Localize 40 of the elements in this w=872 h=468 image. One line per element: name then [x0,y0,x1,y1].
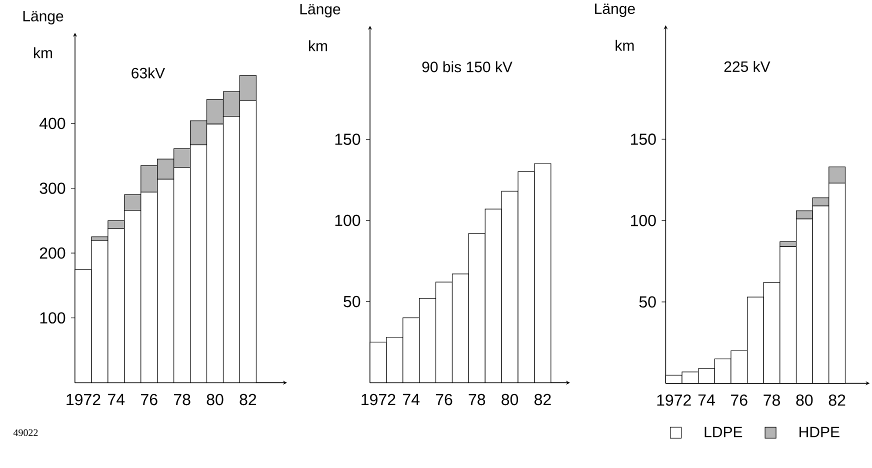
x-tick-label: 80 [502,394,518,406]
x-tick-label: 74 [403,394,420,405]
x-tick-label: 82 [240,394,256,406]
legend-label: LDPE [704,426,742,438]
x-tick-label: 80 [796,394,813,406]
x-tick-label: 1972 [362,394,396,406]
y-tick-label: 150 [631,134,656,145]
text: 49022 [13,429,38,436]
y-axis-title: Länge [300,4,340,18]
x-tick-label: 76 [731,394,748,406]
x-tick-label: 82 [828,394,846,406]
y-axis-title: Länge [595,4,635,18]
y-tick-label: 400 [39,118,66,130]
text: km [309,40,328,52]
y-axis-title: Länge [23,10,64,24]
text: km [34,47,52,58]
text: 63kV [132,67,165,78]
x-tick-label: 1972 [66,394,100,406]
y-tick-label: 300 [40,182,66,194]
y-tick-label: 50 [639,296,656,308]
x-tick-label: 74 [698,394,715,406]
x-tick-label: 78 [764,394,780,406]
x-tick-label: 78 [468,394,486,406]
x-tick-label: 74 [108,394,125,405]
text: 90 bis 150 kV [422,61,512,72]
x-tick-label: 76 [141,394,158,406]
y-tick-label: 100 [631,214,656,226]
y-tick-label: 100 [335,214,360,226]
x-tick-label: 82 [534,394,551,406]
text: 225 kV [724,60,770,72]
y-tick-label: 200 [40,247,66,259]
text: km [616,40,634,51]
x-tick-label: 1972 [657,394,691,406]
x-tick-label: 78 [174,394,190,406]
y-tick-label: 100 [40,312,66,324]
x-tick-label: 76 [436,394,452,406]
y-tick-label: 150 [335,134,360,145]
x-tick-label: 80 [206,394,224,406]
legend-label: HDPE [800,426,840,438]
y-tick-label: 50 [344,296,360,308]
